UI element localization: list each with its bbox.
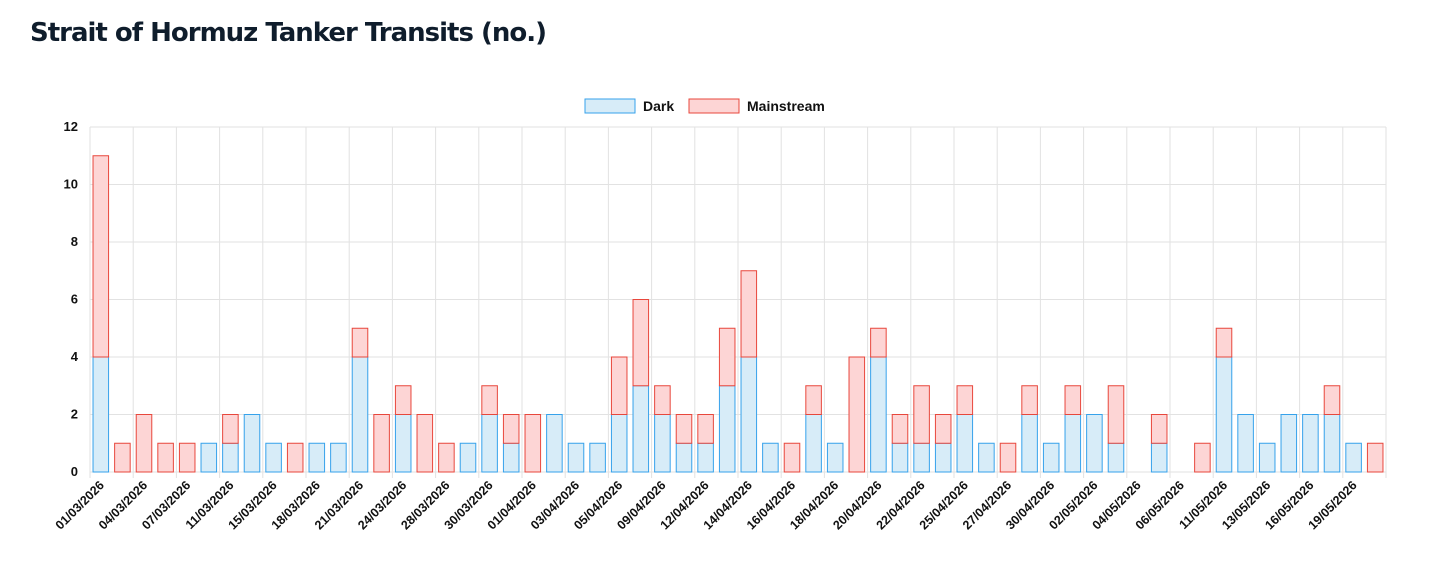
bar-dark[interactable]: [243, 414, 261, 473]
bar-mainstream[interactable]: [1366, 442, 1384, 473]
bar-mainstream[interactable]: [438, 442, 455, 473]
bar-mainstream[interactable]: [135, 414, 153, 473]
bar-dark[interactable]: [697, 442, 714, 473]
bar-dark[interactable]: [805, 414, 822, 473]
y-tick-label: 6: [71, 292, 78, 307]
bar-dark[interactable]: [502, 442, 520, 473]
legend-swatch-mainstream[interactable]: [688, 98, 740, 114]
bar-mainstream[interactable]: [675, 414, 693, 444]
bar-dark[interactable]: [351, 356, 369, 473]
bar-dark[interactable]: [1086, 414, 1103, 473]
bar-mainstream[interactable]: [114, 442, 131, 473]
legend[interactable]: Dark Mainstream: [584, 98, 825, 114]
bar-mainstream[interactable]: [1194, 442, 1211, 473]
bar-mainstream[interactable]: [805, 385, 822, 415]
bar-dark[interactable]: [870, 356, 887, 473]
legend-label-mainstream[interactable]: Mainstream: [747, 98, 825, 114]
bar-dark[interactable]: [934, 442, 952, 473]
bar-dark[interactable]: [1302, 414, 1319, 473]
bar-dark[interactable]: [481, 414, 498, 473]
bar-dark[interactable]: [826, 442, 844, 473]
bar-dark[interactable]: [265, 442, 282, 473]
bar-mainstream[interactable]: [783, 442, 801, 473]
bar-mainstream[interactable]: [92, 155, 110, 358]
bar-dark[interactable]: [891, 442, 909, 473]
bar-dark[interactable]: [654, 414, 671, 473]
bar-mainstream[interactable]: [913, 385, 930, 444]
y-tick-label: 10: [64, 177, 78, 192]
bar-mainstream[interactable]: [934, 414, 952, 444]
bar-dark[interactable]: [589, 442, 606, 473]
bar-dark[interactable]: [1042, 442, 1060, 473]
bar-dark[interactable]: [200, 442, 218, 473]
bar-dark[interactable]: [1258, 442, 1276, 473]
bar-dark[interactable]: [1107, 442, 1125, 473]
bar-dark[interactable]: [459, 442, 477, 473]
bar-dark[interactable]: [718, 385, 736, 473]
bar-mainstream[interactable]: [697, 414, 714, 444]
bar-dark[interactable]: [632, 385, 650, 473]
bar-mainstream[interactable]: [1150, 414, 1168, 444]
bar-mainstream[interactable]: [718, 327, 736, 387]
y-tick-label: 2: [71, 407, 78, 422]
bar-mainstream[interactable]: [373, 414, 390, 473]
gridlines: [89, 126, 1387, 478]
bar-dark[interactable]: [1237, 414, 1254, 473]
y-tick-label: 12: [64, 119, 78, 134]
bar-mainstream[interactable]: [351, 327, 369, 358]
bar-mainstream[interactable]: [610, 356, 628, 415]
bar-dark[interactable]: [610, 414, 628, 473]
bars: [92, 155, 1384, 473]
bar-mainstream[interactable]: [222, 414, 239, 444]
bar-mainstream[interactable]: [1021, 385, 1038, 415]
bar-mainstream[interactable]: [999, 442, 1017, 473]
bar-dark[interactable]: [913, 442, 930, 473]
bar-mainstream[interactable]: [891, 414, 909, 444]
bar-mainstream[interactable]: [524, 414, 542, 473]
bar-mainstream[interactable]: [654, 385, 671, 415]
bar-dark[interactable]: [762, 442, 779, 473]
bar-dark[interactable]: [1280, 414, 1298, 473]
bar-mainstream[interactable]: [740, 270, 758, 358]
y-tick-label: 8: [71, 234, 78, 249]
y-tick-label: 0: [71, 464, 78, 479]
bar-mainstream[interactable]: [502, 414, 520, 444]
bar-dark[interactable]: [222, 442, 239, 473]
bar-mainstream[interactable]: [178, 442, 196, 473]
bar-mainstream[interactable]: [1107, 385, 1125, 444]
bar-dark[interactable]: [1345, 442, 1362, 473]
bar-dark[interactable]: [956, 414, 974, 473]
bar-mainstream[interactable]: [157, 442, 174, 473]
bar-dark[interactable]: [567, 442, 585, 473]
bar-mainstream[interactable]: [1323, 385, 1341, 415]
bar-mainstream[interactable]: [956, 385, 974, 415]
bar-dark[interactable]: [92, 356, 110, 473]
bar-dark[interactable]: [546, 414, 563, 473]
bar-mainstream[interactable]: [394, 385, 412, 415]
bar-dark[interactable]: [394, 414, 412, 473]
legend-swatch-dark[interactable]: [584, 98, 636, 114]
bar-dark[interactable]: [308, 442, 326, 473]
legend-label-dark[interactable]: Dark: [643, 98, 674, 114]
bar-mainstream[interactable]: [1064, 385, 1082, 415]
bar-mainstream[interactable]: [870, 327, 887, 358]
bar-dark[interactable]: [1150, 442, 1168, 473]
bar-mainstream[interactable]: [632, 299, 650, 387]
chart-title: Strait of Hormuz Tanker Transits (no.): [30, 18, 547, 48]
bar-dark[interactable]: [1323, 414, 1341, 473]
bar-dark[interactable]: [330, 442, 347, 473]
bar-mainstream[interactable]: [848, 356, 866, 473]
bar-dark[interactable]: [675, 442, 693, 473]
bar-mainstream[interactable]: [1215, 327, 1233, 358]
bar-mainstream[interactable]: [286, 442, 304, 473]
bar-dark[interactable]: [1021, 414, 1038, 473]
bar-dark[interactable]: [1215, 356, 1233, 473]
bar-mainstream[interactable]: [416, 414, 434, 473]
bar-mainstream[interactable]: [481, 385, 498, 415]
y-tick-label: 4: [71, 349, 79, 364]
bar-dark[interactable]: [978, 442, 995, 473]
bar-dark[interactable]: [1064, 414, 1082, 473]
bar-dark[interactable]: [740, 356, 758, 473]
